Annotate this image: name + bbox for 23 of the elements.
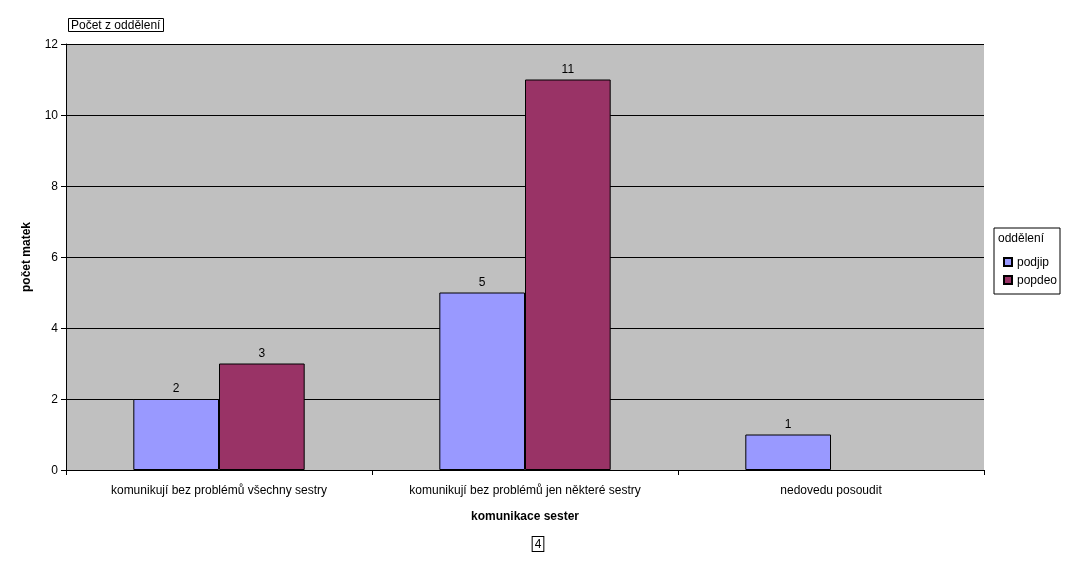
- x-tick-label: nedovedu posoudit: [780, 483, 883, 497]
- y-tick-label: 8: [51, 179, 59, 193]
- text: 4: [534, 537, 542, 551]
- y-axis-title: počet matek: [19, 221, 33, 293]
- x-tick-label: komunikují bez problémů jen některé sestry: [409, 483, 641, 497]
- legend-title: oddělení: [998, 231, 1045, 245]
- data-label: 3: [258, 345, 266, 360]
- y-tick-label: 6: [51, 250, 59, 264]
- data-label: 11: [561, 61, 575, 76]
- y-tick-label: 10: [44, 108, 59, 122]
- x-tick-label: komunikují bez problémů všechny sestry: [110, 483, 328, 497]
- y-tick-label: 12: [44, 37, 59, 51]
- x-axis-title: komunikace sester: [470, 509, 580, 523]
- bar: [745, 434, 831, 470]
- legend-label: popdeo: [1017, 273, 1058, 287]
- legend-label: podjip: [1017, 255, 1050, 269]
- data-label: 2: [172, 381, 180, 395]
- data-label: 5: [478, 274, 486, 289]
- y-tick-label: 2: [51, 392, 59, 406]
- chart-title: Počet z oddělení: [71, 18, 162, 32]
- data-label: 1: [784, 416, 792, 431]
- y-tick-label: 0: [51, 463, 59, 477]
- y-tick-label: 4: [51, 321, 59, 335]
